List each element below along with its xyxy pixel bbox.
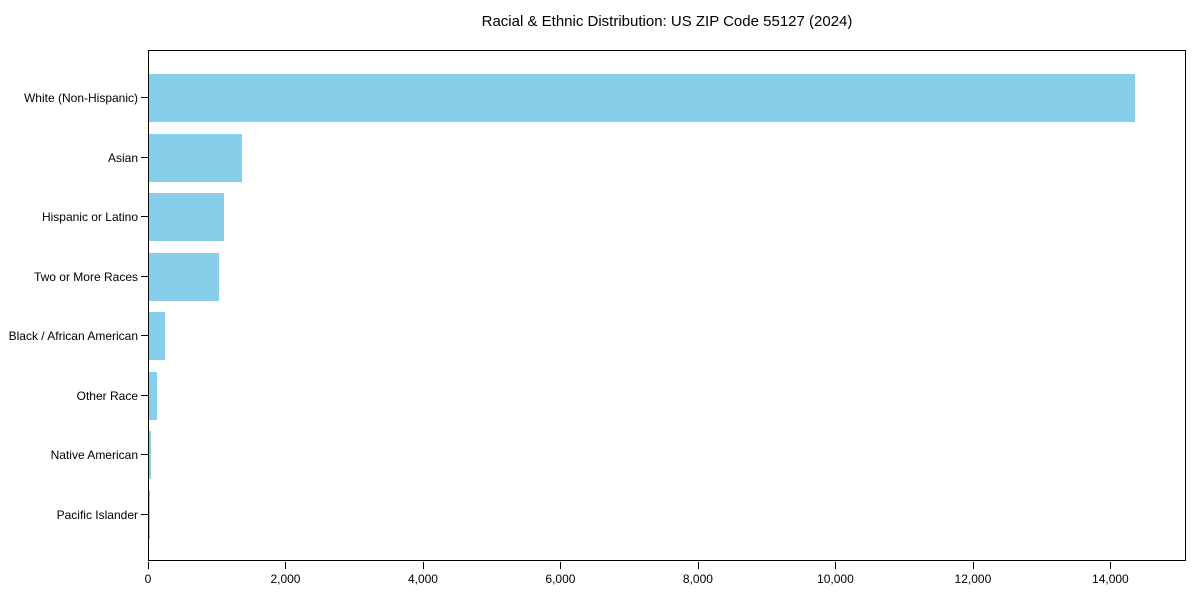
bar-black-african-american [149,312,165,361]
ytick-black-african-american [141,335,148,337]
ytick-hispanic-or-latino [141,216,148,218]
xtick-0 [148,562,149,569]
bar-other-race [149,371,157,420]
xticklabel-0: 0 [144,572,152,586]
xticklabel-2000: 2,000 [270,572,301,586]
ylabel-hispanic-or-latino: Hispanic or Latino [41,210,138,225]
ylabel-pacific-islander: Pacific Islander [56,508,138,522]
ylabel-native-american: Native American [50,448,138,463]
ytick-white-non-hispanic [141,97,148,98]
bar-pacific-islander [149,491,150,539]
bar-white-non-hispanic [149,74,1135,122]
chart-title: Racial & Ethnic Distribution: US ZIP Cod… [481,13,853,30]
bar-asian [149,133,242,182]
ytick-two-or-more-races [141,275,148,277]
xticklabel-10000: 10,000 [817,572,854,586]
plot-area [148,50,1186,561]
ytick-native-american [141,454,148,456]
bar-two-or-more-races [149,252,220,301]
ylabel-black-african-american: Black / African American [8,329,138,344]
xticklabel-8000: 8,000 [682,572,713,586]
xtick-14000 [1110,562,1112,569]
xtick-12000 [972,562,974,569]
xtick-6000 [560,562,562,569]
xticklabel-6000: 6,000 [545,572,576,586]
xtick-4000 [422,562,424,569]
ytick-other-race [141,394,148,396]
bar-hispanic-or-latino [149,193,224,242]
xtick-2000 [285,562,287,569]
ylabel-two-or-more-races: Two or More Races [33,269,138,284]
ylabel-other-race: Other Race [76,388,138,403]
ytick-pacific-islander [141,514,148,515]
xtick-8000 [697,562,699,569]
xtick-10000 [835,562,837,569]
xticklabel-14000: 14,000 [1092,572,1129,586]
ylabel-white-non-hispanic: White (Non-Hispanic) [23,91,138,105]
xticklabel-4000: 4,000 [407,572,438,586]
ytick-asian [141,156,148,158]
bar-native-american [149,431,152,480]
ylabel-asian: Asian [107,150,138,165]
xticklabel-12000: 12,000 [954,572,992,586]
